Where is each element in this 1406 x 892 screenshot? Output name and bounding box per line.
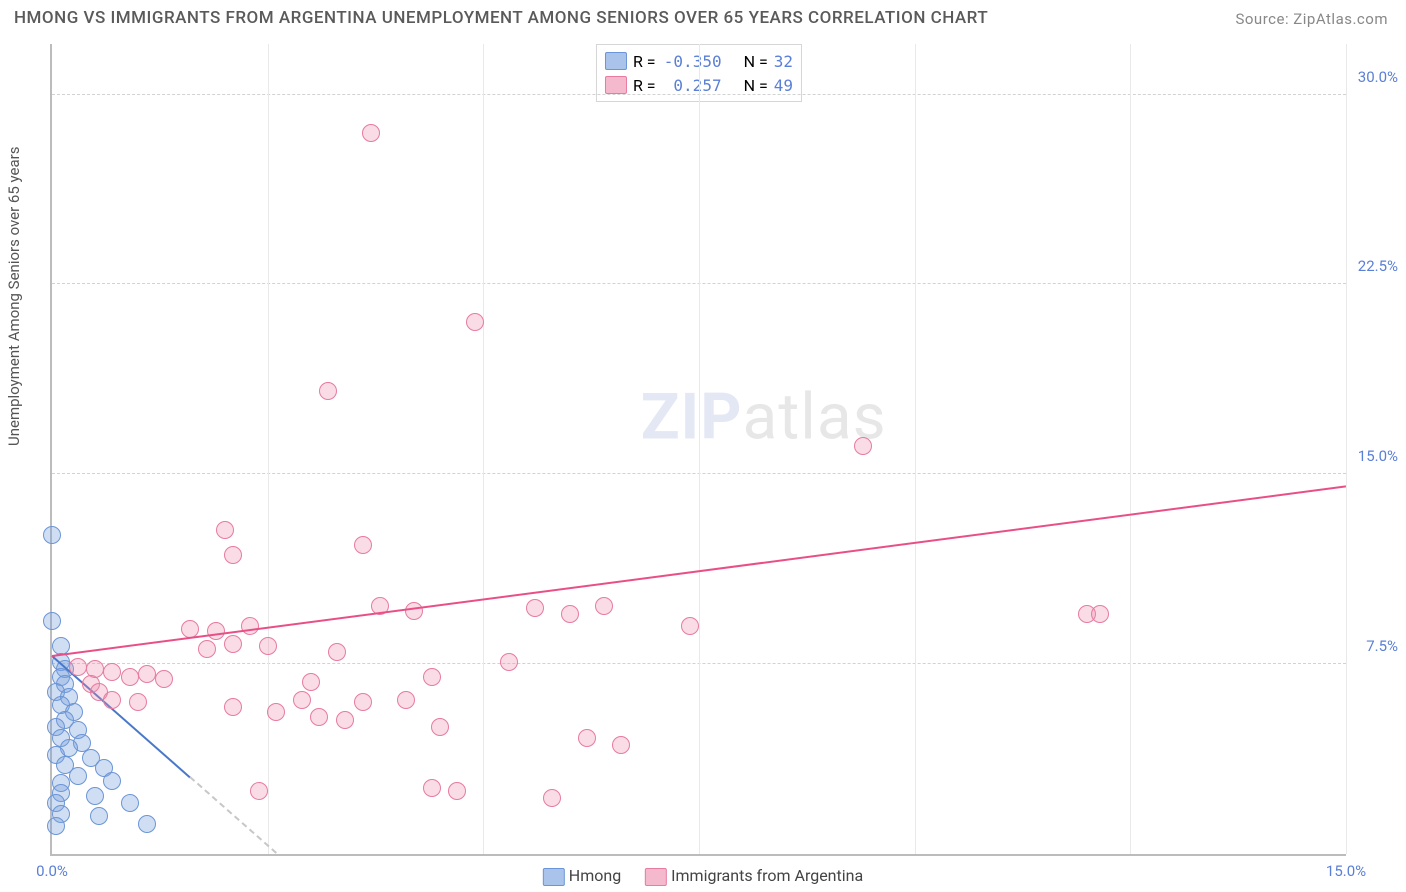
data-point-hmong (69, 767, 87, 785)
data-point-hmong (86, 787, 104, 805)
gridline-v (268, 44, 269, 854)
y-tick-label: 30.0% (1358, 68, 1398, 86)
data-point-argentina (121, 668, 139, 686)
data-point-argentina (423, 668, 441, 686)
data-point-argentina (224, 698, 242, 716)
data-point-argentina (354, 536, 372, 554)
data-point-hmong (121, 794, 139, 812)
data-point-argentina (103, 663, 121, 681)
data-point-argentina (578, 729, 596, 747)
data-point-argentina (103, 691, 121, 709)
data-point-hmong (43, 612, 61, 630)
legend-label: Immigrants from Argentina (671, 866, 863, 885)
legend-swatch (605, 52, 627, 70)
data-point-argentina (224, 635, 242, 653)
n-label: N = (744, 52, 768, 71)
data-point-argentina (207, 622, 225, 640)
x-tick-label: 15.0% (1326, 862, 1366, 880)
legend-swatch (605, 76, 627, 94)
data-point-argentina (155, 670, 173, 688)
y-tick-label: 15.0% (1358, 447, 1398, 465)
data-point-argentina (466, 313, 484, 331)
data-point-argentina (241, 617, 259, 635)
data-point-hmong (138, 815, 156, 833)
data-point-argentina (224, 546, 242, 564)
gridline-v (699, 44, 700, 854)
data-point-argentina (216, 521, 234, 539)
data-point-argentina (543, 789, 561, 807)
data-point-argentina (302, 673, 320, 691)
data-point-hmong (43, 526, 61, 544)
data-point-argentina (250, 782, 268, 800)
data-point-argentina (69, 658, 87, 676)
legend-item-hmong: Hmong (543, 866, 621, 886)
data-point-argentina (397, 691, 415, 709)
watermark: ZIPatlas (641, 379, 887, 454)
y-tick-label: 7.5% (1366, 637, 1398, 655)
r-label: R = (633, 76, 656, 95)
data-point-argentina (1091, 605, 1109, 623)
series-legend: Hmong Immigrants from Argentina (543, 866, 863, 886)
y-axis-label: Unemployment Among Seniors over 65 years (5, 147, 23, 446)
gridline-v (1130, 44, 1131, 854)
n-value: 32 (774, 52, 793, 71)
data-point-argentina (129, 693, 147, 711)
y-tick-label: 22.5% (1358, 257, 1398, 275)
data-point-argentina (854, 437, 872, 455)
data-point-argentina (431, 718, 449, 736)
chart-title: HMONG VS IMMIGRANTS FROM ARGENTINA UNEMP… (14, 8, 988, 28)
data-point-argentina (405, 602, 423, 620)
data-point-argentina (561, 605, 579, 623)
legend-item-argentina: Immigrants from Argentina (645, 866, 863, 886)
data-point-argentina (198, 640, 216, 658)
data-point-argentina (423, 779, 441, 797)
data-point-argentina (328, 643, 346, 661)
data-point-argentina (595, 597, 613, 615)
data-point-argentina (310, 708, 328, 726)
gridline-v (483, 44, 484, 854)
chart-plot-area: ZIPatlas R =-0.350N =32R =0.257N =49 7.5… (50, 44, 1346, 856)
data-point-argentina (259, 637, 277, 655)
data-point-argentina (138, 665, 156, 683)
r-label: R = (633, 52, 656, 71)
source-label: Source: ZipAtlas.com (1235, 10, 1388, 28)
data-point-argentina (681, 617, 699, 635)
data-point-hmong (103, 772, 121, 790)
data-point-hmong (90, 807, 108, 825)
data-point-argentina (267, 703, 285, 721)
legend-swatch (543, 868, 565, 886)
data-point-argentina (526, 599, 544, 617)
data-point-argentina (354, 693, 372, 711)
data-point-argentina (293, 691, 311, 709)
legend-label: Hmong (569, 866, 621, 885)
r-value: -0.350 (662, 52, 722, 71)
data-point-argentina (500, 653, 518, 671)
gridline-v (1346, 44, 1347, 854)
data-point-argentina (448, 782, 466, 800)
data-point-argentina (319, 382, 337, 400)
n-label: N = (744, 76, 768, 95)
n-value: 49 (774, 76, 793, 95)
legend-swatch (645, 868, 667, 886)
x-tick-label: 0.0% (36, 862, 68, 880)
gridline-v (915, 44, 916, 854)
data-point-argentina (336, 711, 354, 729)
data-point-argentina (612, 736, 630, 754)
data-point-argentina (362, 124, 380, 142)
data-point-hmong (47, 817, 65, 835)
r-value: 0.257 (662, 76, 722, 95)
